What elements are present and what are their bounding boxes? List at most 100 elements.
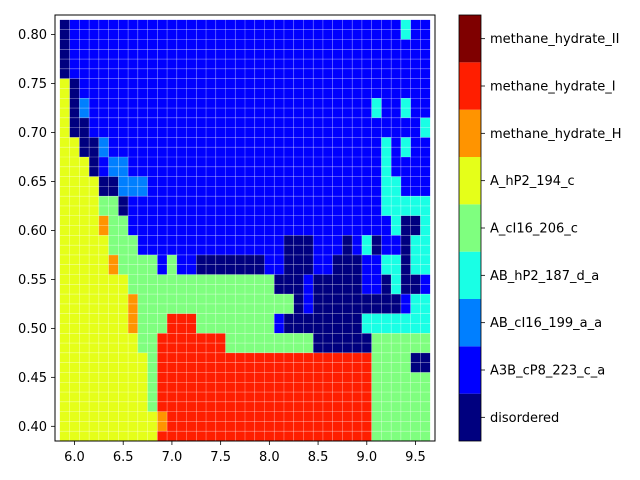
- heatmap-cell: [313, 431, 323, 441]
- heatmap-cell: [361, 235, 372, 246]
- heatmap-cell: [167, 49, 177, 60]
- heatmap-cell: [254, 147, 265, 157]
- colorbar-swatch: [459, 109, 481, 157]
- heatmap-cell: [176, 431, 187, 441]
- heatmap-cell: [69, 323, 80, 334]
- heatmap-cell: [361, 147, 372, 157]
- heatmap-cell: [391, 401, 401, 412]
- heatmap-cell: [206, 176, 216, 187]
- heatmap-cell: [322, 303, 333, 314]
- heatmap-cell: [391, 88, 401, 99]
- heatmap-cell: [371, 401, 382, 412]
- heatmap-cell: [293, 421, 304, 432]
- heatmap-cell: [361, 108, 372, 118]
- heatmap-cell: [157, 127, 168, 138]
- heatmap-cell: [235, 294, 245, 304]
- heatmap-cell: [59, 294, 70, 304]
- heatmap-cell: [322, 294, 333, 304]
- heatmap-cell: [283, 284, 294, 295]
- heatmap-cell: [176, 333, 187, 344]
- heatmap-cell: [245, 166, 255, 177]
- heatmap-cell: [196, 372, 207, 383]
- heatmap-cell: [59, 39, 70, 50]
- heatmap-cell: [89, 401, 99, 412]
- heatmap-cell: [274, 147, 284, 157]
- heatmap-cell: [167, 382, 177, 393]
- heatmap-cell: [381, 235, 392, 246]
- heatmap-cell: [167, 127, 177, 138]
- heatmap-cell: [332, 78, 343, 89]
- heatmap-cell: [410, 294, 421, 304]
- heatmap-cell: [420, 205, 431, 216]
- heatmap-cell: [147, 205, 158, 216]
- heatmap-cell: [264, 108, 275, 118]
- heatmap-cell: [352, 421, 362, 432]
- heatmap-cell: [371, 39, 382, 50]
- heatmap-cell: [225, 294, 236, 304]
- heatmap-cell: [235, 323, 245, 334]
- heatmap-cell: [118, 78, 129, 89]
- heatmap-cell: [147, 215, 158, 226]
- heatmap-cell: [361, 196, 372, 206]
- heatmap-cell: [371, 29, 382, 40]
- heatmap-cell: [381, 225, 392, 236]
- heatmap-cell: [206, 68, 216, 79]
- heatmap-cell: [245, 333, 255, 344]
- heatmap-cell: [274, 127, 284, 138]
- heatmap-cell: [322, 29, 333, 40]
- heatmap-cell: [157, 245, 168, 255]
- heatmap-cell: [293, 59, 304, 69]
- heatmap-cell: [303, 147, 314, 157]
- heatmap-cell: [420, 323, 431, 334]
- heatmap-cell: [293, 19, 304, 30]
- heatmap-cell: [410, 333, 421, 344]
- heatmap-cell: [225, 215, 236, 226]
- heatmap-cell: [322, 88, 333, 99]
- heatmap-cell: [391, 196, 401, 206]
- heatmap-cell: [391, 137, 401, 148]
- colorbar-label: A_hP2_194_c: [490, 174, 575, 189]
- heatmap-cell: [206, 431, 216, 441]
- heatmap-cell: [381, 59, 392, 69]
- heatmap-cell: [69, 59, 80, 69]
- heatmap-cell: [128, 382, 138, 393]
- heatmap-cell: [147, 137, 158, 148]
- heatmap-cell: [342, 411, 353, 422]
- heatmap-cell: [371, 411, 382, 422]
- heatmap-cell: [196, 157, 207, 167]
- heatmap-cell: [137, 215, 148, 226]
- heatmap-cell: [98, 352, 109, 363]
- heatmap-cell: [274, 421, 284, 432]
- heatmap-cell: [352, 333, 362, 344]
- heatmap-cell: [186, 333, 197, 344]
- heatmap-cell: [225, 166, 236, 177]
- heatmap-cell: [254, 127, 265, 138]
- heatmap-cell: [128, 39, 138, 50]
- heatmap-cell: [176, 39, 187, 50]
- heatmap-cell: [69, 127, 80, 138]
- heatmap-cell: [176, 117, 187, 128]
- heatmap-cell: [283, 127, 294, 138]
- heatmap-cell: [332, 147, 343, 157]
- heatmap-cell: [108, 372, 119, 383]
- heatmap-cell: [361, 245, 372, 255]
- heatmap-cell: [293, 254, 304, 265]
- heatmap-cell: [283, 392, 294, 402]
- heatmap-cell: [322, 245, 333, 255]
- heatmap-cell: [176, 98, 187, 109]
- heatmap-cell: [410, 88, 421, 99]
- heatmap-cell: [108, 215, 119, 226]
- heatmap-cell: [108, 88, 119, 99]
- heatmap-cell: [322, 186, 333, 197]
- heatmap-cell: [254, 68, 265, 79]
- heatmap-cell: [332, 29, 343, 40]
- heatmap-cell: [235, 431, 245, 441]
- heatmap-cell: [361, 186, 372, 197]
- heatmap-cell: [176, 343, 187, 353]
- heatmap-cell: [235, 68, 245, 79]
- heatmap-cell: [352, 352, 362, 363]
- heatmap-cell: [352, 117, 362, 128]
- heatmap-cell: [313, 225, 323, 236]
- heatmap-cell: [332, 362, 343, 373]
- heatmap-cell: [410, 411, 421, 422]
